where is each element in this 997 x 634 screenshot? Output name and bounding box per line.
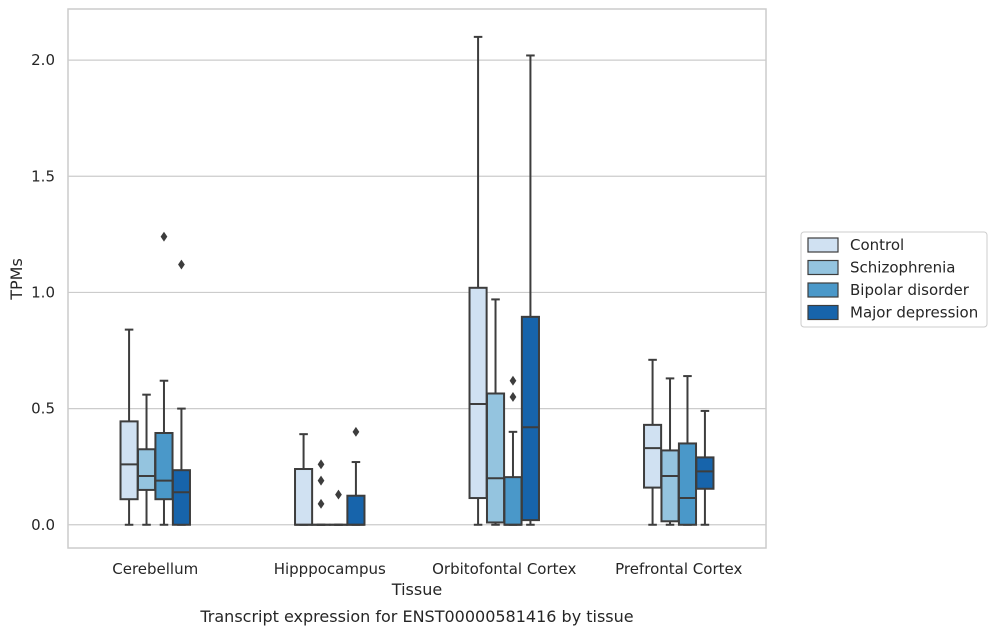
x-tick-labels: Cerebellum Hipppocampus Orbitofontal Corte… <box>112 560 742 578</box>
box-schizophrenia <box>136 393 157 526</box>
box-major-depression <box>695 409 715 526</box>
outlier-point <box>317 459 325 470</box>
x-tick-label: Cerebellum <box>112 560 198 578</box>
box-control <box>294 433 314 526</box>
box-schizophrenia <box>311 459 331 526</box>
legend-swatch <box>807 259 839 276</box>
outlier-point <box>335 489 342 500</box>
x-tick-label: Orbitofontal Cortex <box>432 560 576 578</box>
legend-label: Bipolar disorder <box>850 281 970 299</box>
y-tick-label: 0.0 <box>31 516 55 534</box>
box-iqr <box>503 476 523 526</box>
outlier-point <box>317 498 325 509</box>
box-bipolar-disorder <box>677 375 698 526</box>
legend-label: Control <box>850 236 904 254</box>
box-iqr <box>468 286 488 500</box>
outlier-point <box>160 231 168 242</box>
x-axis-title: Tissue <box>391 580 442 599</box>
box-iqr <box>695 456 715 490</box>
box-iqr <box>346 494 366 526</box>
y-axis-title: TPMs <box>7 258 26 301</box>
box-major-depression <box>171 259 191 526</box>
box-iqr <box>136 448 157 491</box>
y-tick-label: 2.0 <box>31 51 55 69</box>
box-iqr <box>520 315 540 522</box>
legend-item: Major depression <box>807 304 978 322</box>
box-iqr <box>660 449 680 523</box>
box-major-depression <box>520 54 540 526</box>
box-iqr <box>677 442 698 526</box>
box-control <box>119 328 139 526</box>
plot-frame <box>67 8 767 549</box>
box-bipolar-disorder <box>328 489 349 526</box>
box-iqr <box>154 431 174 501</box>
outlier-point <box>509 392 517 402</box>
box-iqr <box>171 469 191 526</box>
box-schizophrenia <box>660 377 680 526</box>
y-tick-label: 0.5 <box>31 400 55 418</box>
box-groups <box>119 35 715 526</box>
y-tick-label: 1.5 <box>31 167 55 185</box>
legend-frame <box>800 231 988 328</box>
box-bipolar-disorder <box>503 375 523 526</box>
y-tick-labels: 0.0 0.5 1.0 1.5 2.0 <box>31 51 55 534</box>
outlier-point <box>509 375 517 386</box>
outlier-point <box>178 259 185 270</box>
box-iqr <box>643 423 663 489</box>
legend-swatch <box>807 304 839 321</box>
legend-item: Bipolar disorder <box>807 281 970 299</box>
legend-items: Control Schizophrenia Bipolar disorder Majo… <box>807 236 978 322</box>
legend-label: Schizophrenia <box>850 259 955 277</box>
chart-caption: Transcript expression for ENST0000058141… <box>199 607 633 626</box>
box-schizophrenia <box>485 298 506 526</box>
legend-label: Major depression <box>850 304 978 322</box>
y-tick-label: 1.0 <box>31 283 55 301</box>
box-major-depression <box>346 426 366 526</box>
x-tick-label: Prefrontal Cortex <box>615 560 742 578</box>
legend-item: Control <box>807 236 904 254</box>
box-control <box>643 358 663 526</box>
outlier-point <box>352 426 360 437</box>
x-tick-label: Hipppocampus <box>274 560 386 578</box>
box-iqr <box>119 420 139 501</box>
box-bipolar-disorder <box>154 231 174 526</box>
box-iqr <box>485 392 506 524</box>
legend: Control Schizophrenia Bipolar disorder Majo… <box>800 231 988 328</box>
box-iqr <box>294 468 314 526</box>
legend-swatch <box>807 237 839 253</box>
outlier-point <box>317 475 325 486</box>
legend-swatch <box>807 282 839 298</box>
legend-item: Schizophrenia <box>807 259 955 277</box>
box-control <box>468 35 488 526</box>
